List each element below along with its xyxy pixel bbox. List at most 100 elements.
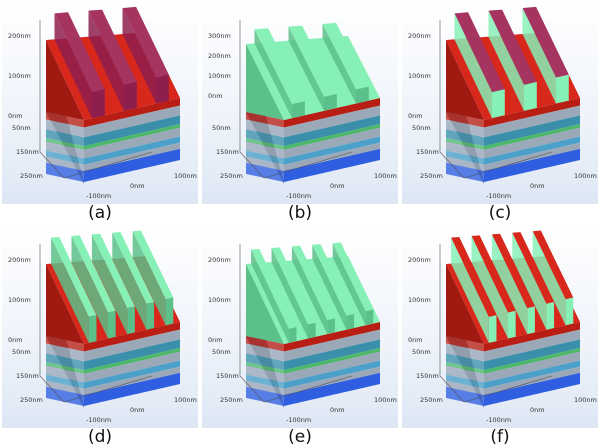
front-layer-band: [284, 124, 380, 150]
front-layer-band: [84, 124, 180, 150]
front-layer-band: [84, 142, 180, 171]
z-axis-tick-label: 200nm: [8, 32, 31, 40]
grating-ridge-top: [512, 232, 555, 304]
side-layer-band: [46, 162, 84, 182]
caption-e: (e): [288, 427, 312, 447]
axis-lines: [239, 244, 353, 403]
side-layer-band: [46, 141, 84, 159]
front-layer-band: [84, 322, 180, 352]
panel-a: 200nm 100nm 0nm 50nm 150nm 250nm -100nm 0nm 100n…: [2, 2, 198, 204]
grating-ridge-front: [527, 306, 535, 335]
front-layer-band: [284, 351, 380, 383]
grating-ridge-top: [532, 230, 574, 300]
y-axis-tick-label: 50nm: [412, 124, 431, 132]
front-layer-band: [84, 366, 180, 395]
grating-ridge-side: [454, 13, 492, 119]
front-layer-band: [484, 148, 580, 182]
caption-c: (c): [488, 203, 512, 223]
z-axis-tick-label: 100nm: [408, 72, 431, 80]
x-axis-tick-label: -100nm: [86, 192, 111, 200]
z-axis-tick-label: 100nm: [408, 296, 431, 304]
axis-lines: [39, 244, 153, 403]
z-axis-tick-label: 0nm: [408, 112, 423, 120]
front-layer-band: [484, 372, 580, 406]
side-layer-band: [446, 138, 484, 150]
y-axis-tick-label: 50nm: [212, 348, 231, 356]
front-layer-band: [84, 372, 180, 406]
x-axis-tick-label: 0nm: [530, 182, 545, 190]
front-layer-band: [84, 105, 180, 138]
grating-ridge-side: [488, 10, 524, 111]
side-layer-band: [446, 380, 484, 395]
side-layer-band: [246, 374, 284, 389]
top-slab-side: [246, 44, 284, 120]
z-axis-tick-label: 200nm: [208, 52, 231, 60]
front-layer-band: [484, 105, 580, 138]
front-layer-band: [484, 339, 580, 371]
y-axis-tick-label: 50nm: [412, 348, 431, 356]
side-layer-band: [446, 365, 484, 383]
z-axis-tick-label: 0nm: [8, 112, 23, 120]
grating-ridge-side: [288, 26, 324, 111]
caption-f: (f): [490, 427, 510, 447]
side-layer-band: [46, 386, 84, 406]
side-layer-band: [446, 150, 484, 165]
z-axis-tick-label: 0nm: [208, 92, 223, 100]
x-axis-tick-label: 100nm: [374, 396, 397, 404]
x-axis-tick-label: -100nm: [286, 416, 311, 424]
side-layer-band: [246, 343, 284, 362]
front-layer-band: [484, 127, 580, 159]
front-layer-band: [84, 136, 180, 165]
z-axis-tick-label: 100nm: [208, 296, 231, 304]
grating-ridge-front: [346, 313, 355, 330]
grating-ridge-side: [54, 13, 92, 119]
grating-ridge-front: [308, 322, 316, 339]
front-layer-band: [284, 148, 380, 182]
x-axis-tick-label: 0nm: [330, 182, 345, 190]
side-layer-band: [246, 112, 284, 128]
side-layer-band: [446, 129, 484, 147]
side-layer-band: [246, 336, 284, 352]
side-layer-band: [246, 141, 284, 159]
side-layer-band: [446, 162, 484, 182]
caption-d: (d): [87, 427, 113, 447]
front-layer-band: [84, 148, 180, 182]
grating-ridge-top: [88, 9, 137, 85]
x-axis-tick-label: 0nm: [330, 406, 345, 414]
y-axis-tick-label: 250nm: [420, 396, 443, 404]
grating-ridge-side: [322, 24, 356, 104]
grating-ridge-front: [488, 315, 497, 343]
front-layer-band: [84, 348, 180, 374]
front-layer-band: [284, 105, 380, 138]
grating-ridge-front: [524, 81, 537, 111]
side-layer-band: [446, 353, 484, 371]
y-axis-tick-label: 50nm: [12, 124, 31, 132]
grating-ridge-side: [291, 246, 328, 335]
front-layer-band: [284, 366, 380, 395]
grating-ridge-top: [71, 235, 116, 313]
side-layer-band: [46, 150, 84, 165]
axis-lines: [239, 20, 353, 179]
front-layer-band: [284, 372, 380, 406]
x-axis-tick-label: 100nm: [174, 172, 197, 180]
side-layer-band: [46, 374, 84, 389]
front-layer-band: [84, 98, 180, 128]
side-layer-band: [246, 162, 284, 182]
z-axis-tick-label: 200nm: [408, 256, 431, 264]
grating-ridge-top: [488, 9, 537, 85]
top-slab-side: [46, 264, 84, 344]
y-axis-tick-label: 150nm: [16, 372, 39, 380]
side-layer-band: [246, 380, 284, 395]
grating-ridge-front: [92, 89, 105, 119]
grating-ridge-top: [91, 233, 135, 309]
grating-ridge-side: [451, 237, 489, 343]
front-layer-band: [484, 360, 580, 389]
side-layer-band: [246, 129, 284, 147]
grating-ridge-top: [132, 230, 174, 300]
side-layer-band: [446, 112, 484, 128]
model-3d: 300nm 200nm 100nm 0nm 50nm 150nm 250nm -100nm 0n…: [208, 20, 397, 200]
front-layer-band: [484, 322, 580, 352]
grating-ridge-side: [522, 8, 556, 104]
side-layer-band: [46, 119, 84, 138]
grating-ridge-top: [491, 233, 535, 309]
